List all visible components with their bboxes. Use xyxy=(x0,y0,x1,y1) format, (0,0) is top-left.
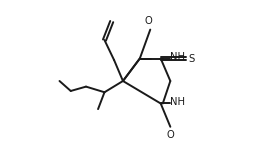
Text: NH: NH xyxy=(170,52,185,62)
Text: NH: NH xyxy=(170,97,185,107)
Text: O: O xyxy=(167,130,174,140)
Text: O: O xyxy=(145,16,153,26)
Text: S: S xyxy=(188,53,194,64)
